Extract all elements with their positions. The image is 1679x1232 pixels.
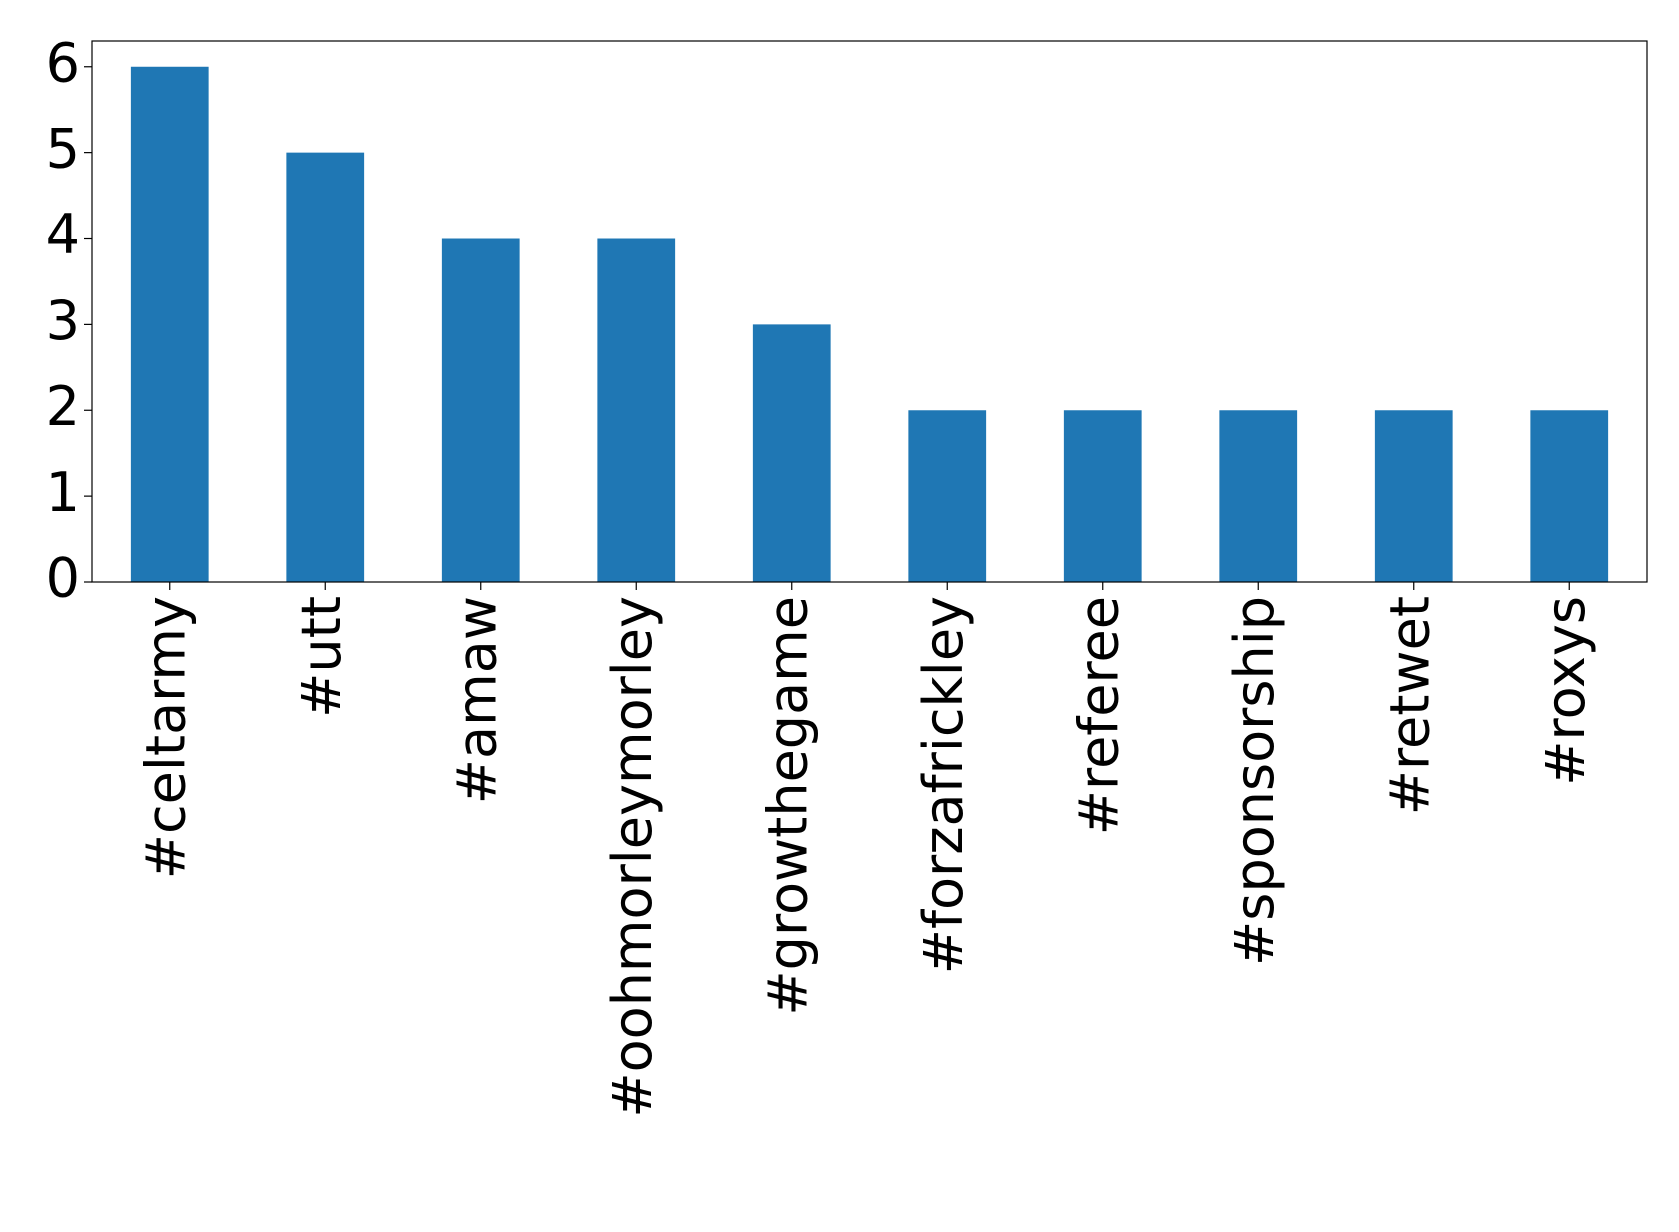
bar	[597, 238, 676, 582]
bar	[1530, 410, 1609, 582]
bar	[1219, 410, 1298, 582]
y-tick-label: 6	[46, 31, 80, 94]
y-tick-label: 1	[46, 461, 80, 524]
plot-frame	[91, 40, 1648, 583]
bar	[130, 66, 209, 582]
x-tick-label: #amaw	[445, 596, 508, 804]
x-tick-label: #forzafrickley	[912, 596, 975, 974]
x-tick-label: #retwet	[1378, 596, 1441, 815]
bar	[1063, 410, 1142, 582]
y-tick-label: 5	[46, 117, 80, 180]
y-tick-label: 4	[46, 203, 80, 266]
bar	[1374, 410, 1453, 582]
bar	[286, 152, 365, 582]
x-tick-label: #roxys	[1534, 596, 1597, 786]
bar	[752, 324, 831, 582]
bar	[441, 238, 520, 582]
y-tick-label: 3	[46, 289, 80, 352]
bar	[908, 410, 987, 582]
x-tick-label: #utt	[290, 596, 353, 718]
x-tick-label: #referee	[1067, 596, 1130, 835]
y-tick-label: 2	[46, 375, 80, 438]
y-tick-label: 0	[46, 547, 80, 610]
x-tick-label: #sponsorship	[1223, 596, 1286, 966]
x-tick-label: #growthegame	[756, 596, 819, 1016]
x-tick-label: #oohmorleymorley	[601, 596, 664, 1118]
x-tick-label: #celtarmy	[134, 596, 197, 879]
